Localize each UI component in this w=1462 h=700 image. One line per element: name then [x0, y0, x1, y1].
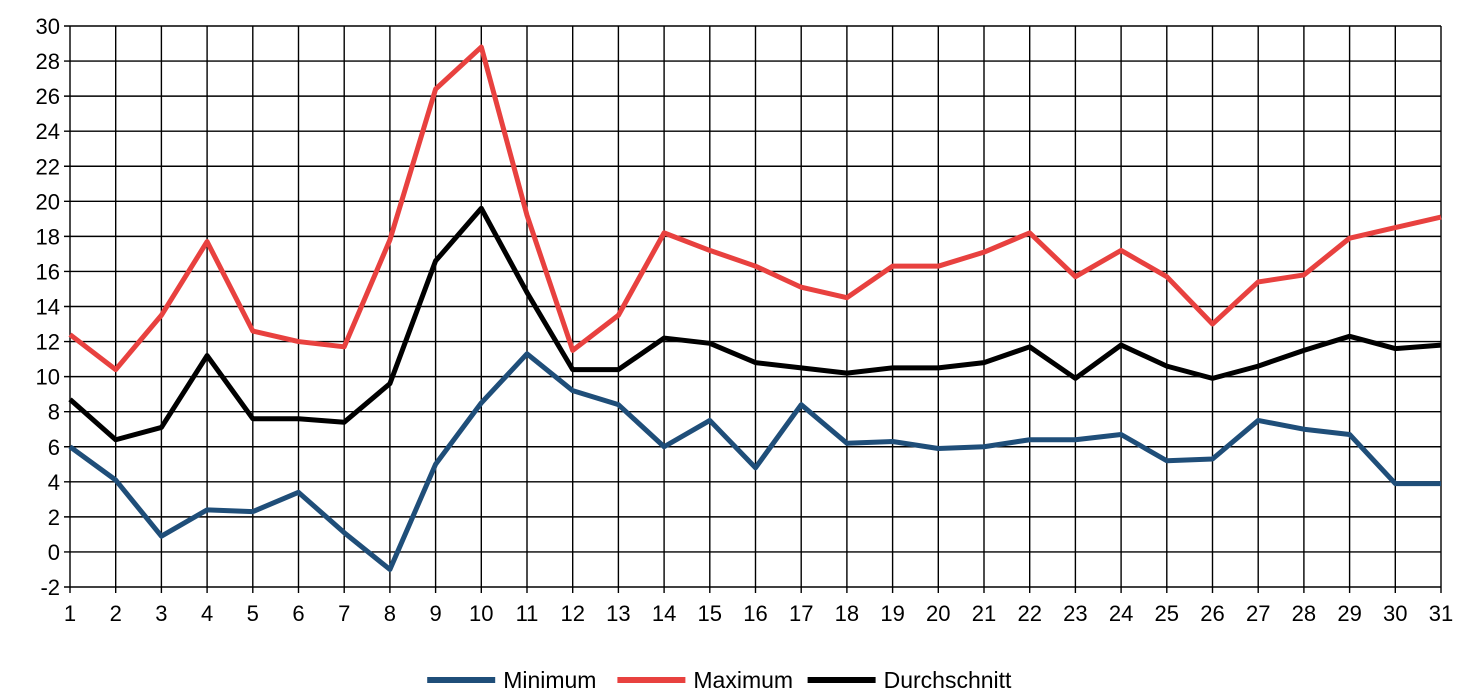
x-tick-label: 5: [247, 601, 259, 626]
x-tick-label: 28: [1292, 601, 1316, 626]
x-tick-label: 18: [835, 601, 859, 626]
x-tick-label: 10: [469, 601, 493, 626]
x-tick-label: 31: [1429, 601, 1453, 626]
x-tick-label: 14: [652, 601, 676, 626]
x-axis-ticks: 1 2 3 4 5 6 7 8 9 10 11 12 13 14 15 16 17 18 19 20 21 22 23 24 2…: [64, 601, 1453, 626]
x-tick-label: 16: [743, 601, 767, 626]
y-tick-label: 2: [48, 505, 60, 530]
x-tick-label: 3: [155, 601, 167, 626]
x-tick-label: 17: [789, 601, 813, 626]
y-tick-label: -2: [40, 575, 60, 600]
legend-label: Durchschnitt: [884, 667, 1012, 693]
series-minimum: [68, 351, 1441, 572]
x-tick-label: 27: [1246, 601, 1270, 626]
series-line-maximum: [68, 44, 1442, 373]
series-line-minimum: [68, 351, 1441, 572]
y-tick-label: 30: [36, 14, 60, 39]
x-tick-label: 4: [201, 601, 213, 626]
x-tick-label: 7: [338, 601, 350, 626]
series-line-durchschnitt: [68, 205, 1442, 443]
x-tick-label: 23: [1063, 601, 1087, 626]
legend-label: Minimum: [503, 667, 596, 693]
x-tick-label: 25: [1155, 601, 1179, 626]
x-tick-label: 1: [64, 601, 76, 626]
y-tick-label: 28: [36, 49, 60, 74]
y-tick-label: 20: [36, 189, 60, 214]
x-tick-label: 15: [698, 601, 722, 626]
y-tick-label: 8: [48, 400, 60, 425]
y-tick-label: 12: [36, 330, 60, 355]
x-tick-label: 21: [972, 601, 996, 626]
x-tick-label: 22: [1017, 601, 1041, 626]
x-tick-label: 6: [292, 601, 304, 626]
legend: Minimum Maximum Durchschnitt: [427, 667, 1012, 693]
y-tick-label: 16: [36, 259, 60, 284]
x-tick-label: 20: [926, 601, 950, 626]
legend-label: Maximum: [693, 667, 793, 693]
series-durchschnitt: [68, 205, 1442, 443]
x-tick-label: 11: [516, 601, 539, 626]
x-tick-label: 30: [1383, 601, 1407, 626]
y-tick-label: 24: [36, 119, 60, 144]
y-tick-label: 26: [36, 84, 60, 109]
y-tick-label: 6: [48, 435, 60, 460]
x-tick-label: 12: [560, 601, 584, 626]
y-tick-label: 4: [48, 470, 60, 495]
x-tick-label: 8: [384, 601, 396, 626]
y-tick-label: 10: [36, 365, 60, 390]
y-tick-label: 18: [36, 224, 60, 249]
legend-item-maximum: Maximum: [617, 667, 793, 693]
series-maximum: [68, 44, 1442, 373]
y-tick-label: 14: [36, 295, 60, 320]
x-tick-label: 29: [1337, 601, 1361, 626]
x-tick-label: 2: [110, 601, 122, 626]
y-tick-label: 22: [36, 154, 60, 179]
series-lines: [68, 44, 1442, 572]
legend-item-minimum: Minimum: [427, 667, 596, 693]
legend-item-durchschnitt: Durchschnitt: [807, 667, 1012, 693]
x-tick-label: 9: [429, 601, 441, 626]
x-tick-label: 26: [1200, 601, 1224, 626]
x-tick-label: 24: [1109, 601, 1133, 626]
x-tick-label: 13: [606, 601, 630, 626]
x-tick-label: 19: [880, 601, 904, 626]
y-tick-label: 0: [48, 540, 60, 565]
grid: [64, 25, 1442, 593]
